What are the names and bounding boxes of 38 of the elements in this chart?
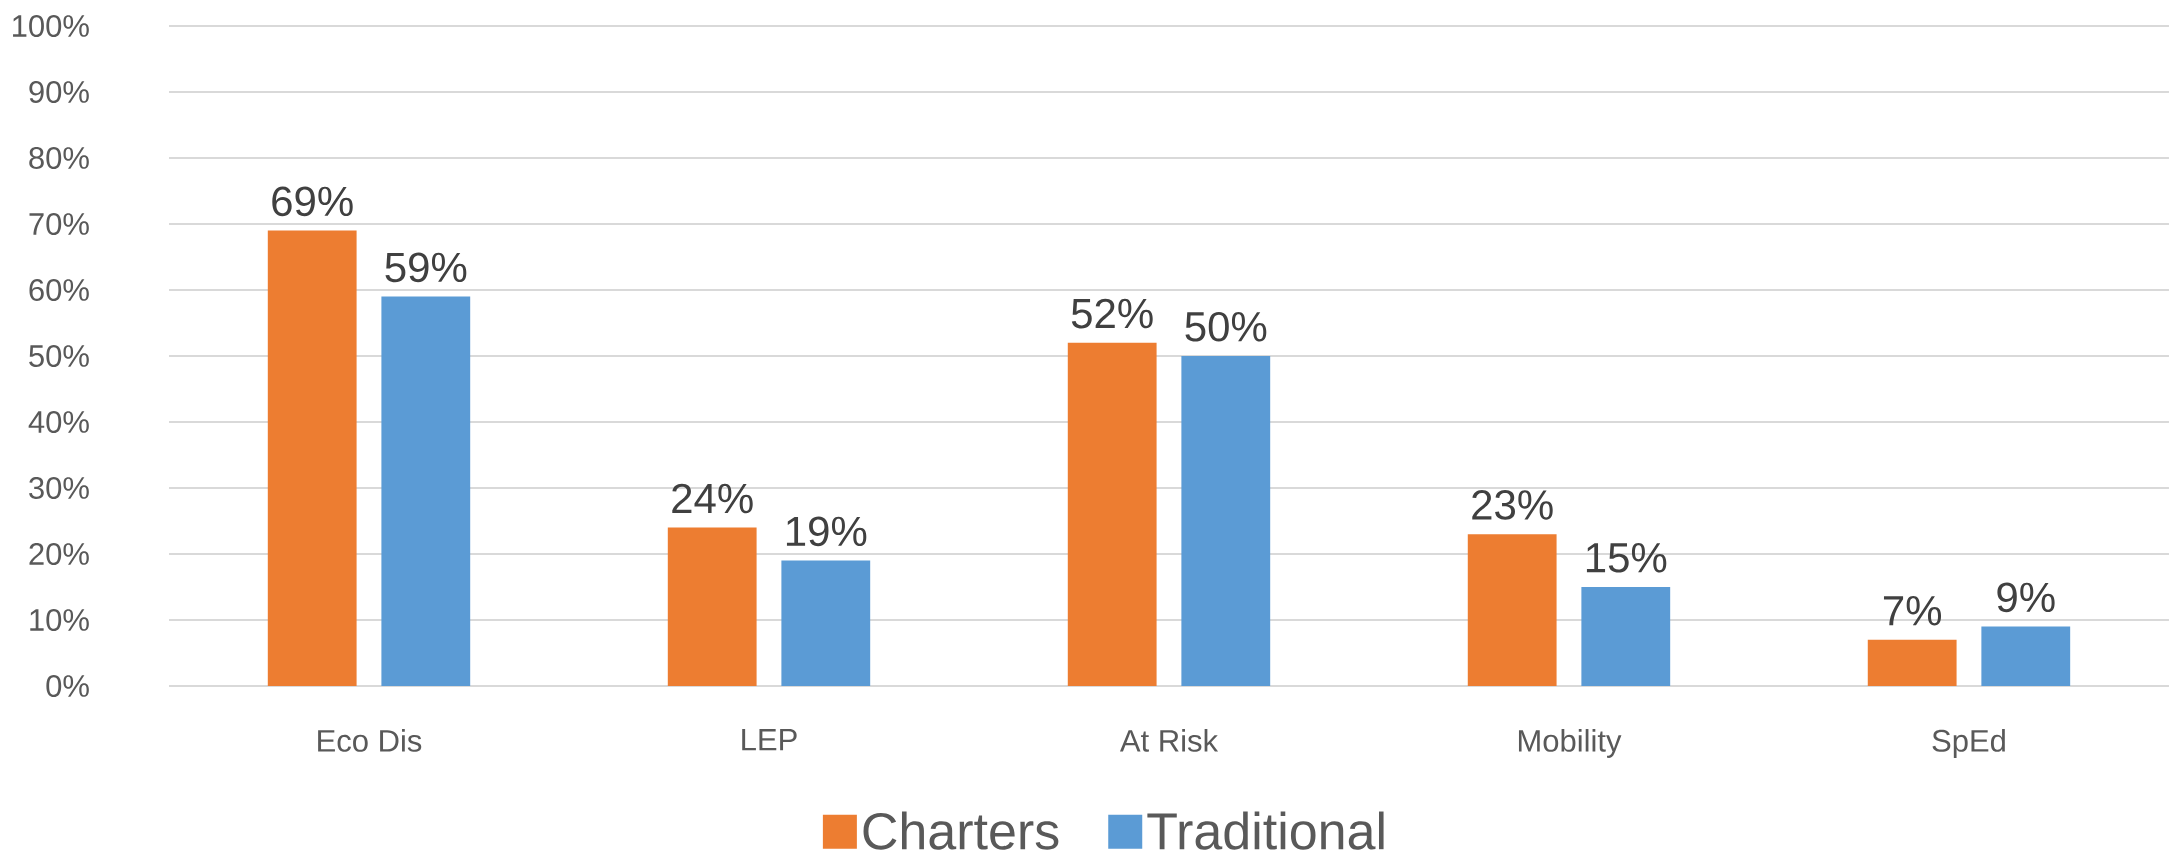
y-tick-label: 0% (46, 675, 89, 697)
bar (1581, 587, 1671, 686)
y-tick-label: 10% (30, 609, 89, 631)
legend-label: Charters (863, 811, 1059, 850)
data-label: 24% (672, 483, 753, 514)
bar (781, 560, 871, 686)
x-tick-label: SpEd (1932, 729, 2005, 758)
y-tick-label: 90% (29, 81, 89, 103)
data-label: 23% (1472, 490, 1553, 520)
legend-label: Traditional (1147, 811, 1384, 850)
data-label: 15% (1586, 543, 1667, 573)
data-label: 69% (272, 186, 353, 217)
y-tick-label: 100% (13, 15, 89, 37)
y-tick-label: 40% (28, 411, 89, 433)
data-label: 52% (1071, 298, 1153, 329)
data-label: 59% (385, 252, 467, 283)
bar (1467, 534, 1557, 686)
bar (1981, 626, 2071, 686)
y-tick-label: 30% (29, 477, 89, 499)
y-tick-label: 80% (29, 147, 89, 169)
y-tick-label: 60% (29, 279, 89, 301)
bar (1181, 356, 1271, 686)
bar (1067, 342, 1157, 686)
x-tick-label: Eco Dis (318, 729, 422, 752)
bar (1867, 639, 1957, 686)
data-label: 19% (786, 516, 867, 547)
x-tick-label: LEP (742, 729, 797, 751)
data-label: 9% (1997, 582, 2055, 613)
y-tick-label: 20% (29, 543, 89, 565)
bar (667, 527, 757, 686)
data-label: 50% (1185, 311, 1267, 342)
bar (267, 230, 357, 686)
x-tick-label: Mobility (1518, 729, 1622, 758)
data-label: 7% (1883, 596, 1942, 626)
y-tick-label: 50% (29, 345, 89, 367)
x-tick-label: At Risk (1119, 729, 1219, 752)
bar (381, 296, 471, 686)
y-tick-label: 70% (29, 213, 89, 235)
